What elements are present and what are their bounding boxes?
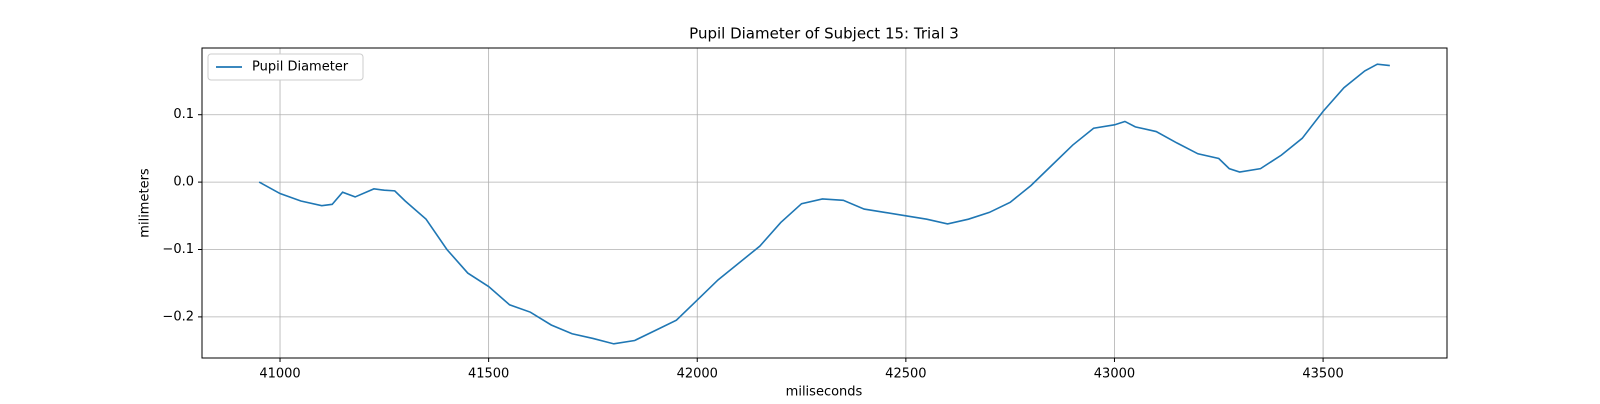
x-tick-label: 42500 — [885, 367, 926, 382]
legend-box — [207, 53, 364, 81]
data-line — [258, 63, 1390, 345]
x-tick-label: 43500 — [1302, 367, 1343, 382]
y-axis-label: milimeters — [138, 168, 153, 238]
x-tick-label: 41000 — [259, 367, 300, 382]
legend-label: Pupil Diameter — [252, 60, 349, 75]
chart-title: Pupil Diameter of Subject 15: Trial 3 — [689, 25, 959, 43]
y-tick-label: −0.2 — [162, 309, 194, 324]
y-tick-label: 0.0 — [173, 175, 194, 190]
x-tick-label: 42000 — [677, 367, 718, 382]
x-tick-label: 43000 — [1094, 367, 1135, 382]
y-tick-label: −0.1 — [162, 242, 194, 257]
y-tick-label: 0.1 — [173, 107, 194, 122]
x-tick-label: 41500 — [468, 367, 509, 382]
x-axis-label: miliseconds — [786, 385, 863, 400]
plot-frame — [201, 47, 1448, 359]
